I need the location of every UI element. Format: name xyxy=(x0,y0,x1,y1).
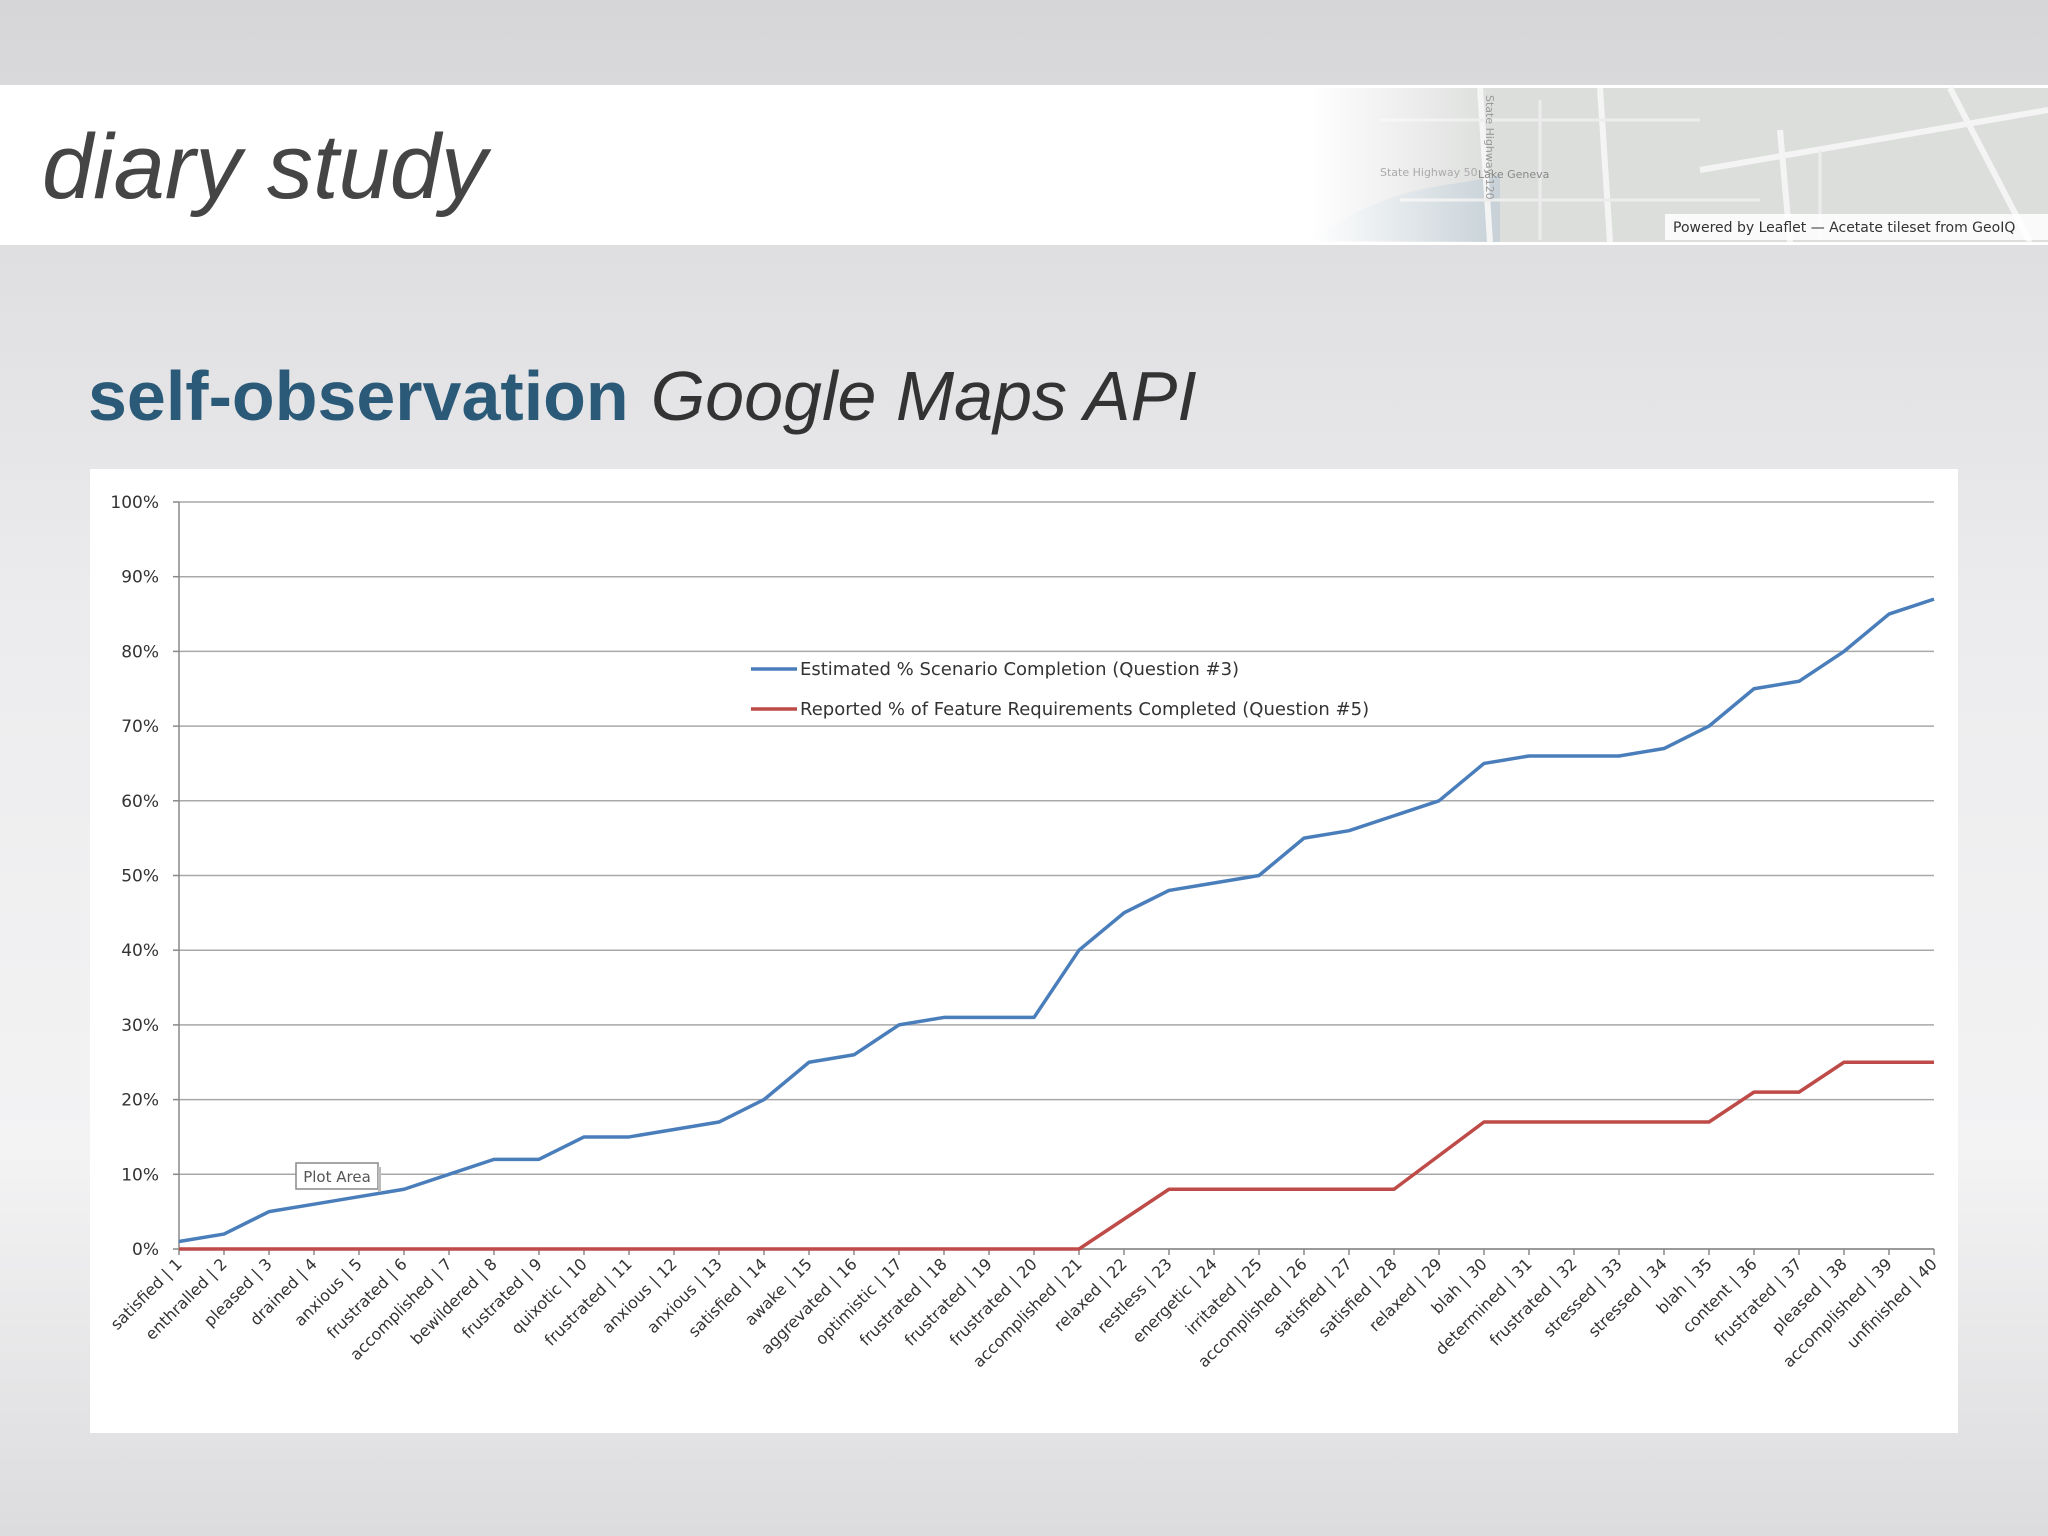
heading-italic: Google Maps API xyxy=(651,357,1197,435)
y-tick-label: 30% xyxy=(121,1016,159,1036)
annotation: Plot Area xyxy=(303,1168,371,1186)
y-tick-label: 20% xyxy=(121,1091,159,1111)
legend-label: Estimated % Scenario Completion (Questio… xyxy=(800,659,1239,680)
heading: self-observation Google Maps API xyxy=(88,357,1197,435)
map-image: State Highway 50 Lake Geneva State Highw… xyxy=(1310,86,2048,244)
map-label: Lake Geneva xyxy=(1478,168,1549,181)
annotation-box xyxy=(295,1162,379,1190)
map-label: State Highway 50 xyxy=(1380,166,1478,179)
y-tick-label: 80% xyxy=(121,642,159,662)
map-label: State Highway 120 xyxy=(1483,95,1496,200)
y-tick-label: 0% xyxy=(132,1240,159,1260)
y-tick-label: 100% xyxy=(110,493,159,513)
series-line xyxy=(179,1060,1934,1251)
legend-label: Reported % of Feature Requirements Compl… xyxy=(800,699,1369,720)
annotation-shadow xyxy=(378,1167,381,1192)
series-line xyxy=(178,597,1935,1244)
y-tick-label: 40% xyxy=(121,941,159,961)
y-tick-label: 70% xyxy=(121,717,159,737)
y-tick-label: 90% xyxy=(121,568,159,588)
y-tick-label: 60% xyxy=(121,792,159,812)
y-tick-label: 10% xyxy=(121,1165,159,1185)
chart-area xyxy=(90,469,1958,1433)
heading-bold: self-observation xyxy=(88,357,629,435)
slide-title: diary study xyxy=(42,116,492,218)
map-credit: Powered by Leaflet — Acetate tileset fro… xyxy=(1673,220,2015,236)
y-tick-label: 50% xyxy=(121,867,159,887)
